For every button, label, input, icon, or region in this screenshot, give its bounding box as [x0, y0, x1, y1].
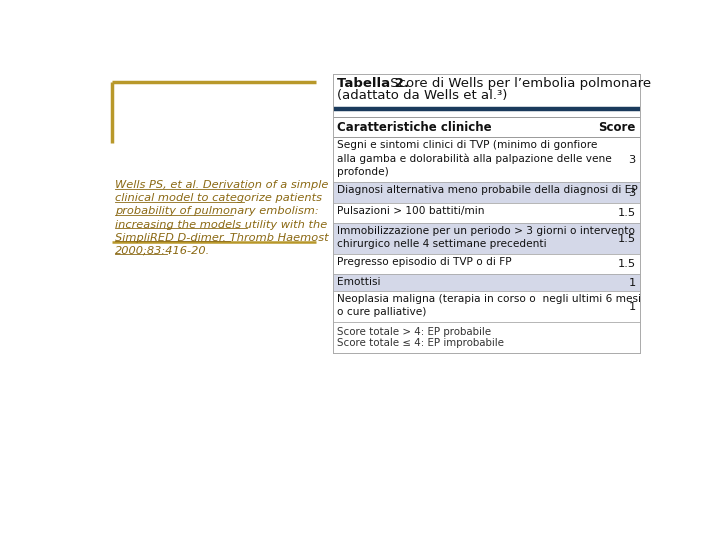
Text: (adattato da Wells et al.³): (adattato da Wells et al.³) — [337, 90, 508, 103]
Text: Diagnosi alternativa meno probabile della diagnosi di EP: Diagnosi alternativa meno probabile dell… — [337, 185, 638, 195]
Text: Neoplasia maligna (terapia in corso o  negli ultimi 6 mesi
o cure palliative): Neoplasia maligna (terapia in corso o ne… — [337, 294, 642, 317]
Text: 2000;83:416-20.: 2000;83:416-20. — [114, 246, 210, 256]
Text: increasing the models utility with the: increasing the models utility with the — [114, 220, 327, 229]
Text: Score totale > 4: EP probabile: Score totale > 4: EP probabile — [337, 327, 491, 336]
Text: Score: Score — [598, 121, 636, 134]
Text: SimpliRED D-dimer. Thromb Haemost: SimpliRED D-dimer. Thromb Haemost — [114, 233, 328, 242]
Text: Segni e sintomi clinici di TVP (minimo di gonfiore
alla gamba e dolorabilità all: Segni e sintomi clinici di TVP (minimo d… — [337, 140, 612, 177]
Text: Tabella 2.: Tabella 2. — [337, 77, 409, 90]
Text: clinical model to categorize patients: clinical model to categorize patients — [114, 193, 322, 204]
Text: 1: 1 — [629, 301, 636, 312]
Text: Immobilizzazione per un periodo > 3 giorni o intervento
chirurgico nelle 4 setti: Immobilizzazione per un periodo > 3 gior… — [337, 226, 635, 249]
Text: Score di Wells per l’embolia polmonare: Score di Wells per l’embolia polmonare — [386, 77, 651, 90]
Text: probability of pulmonary embolism:: probability of pulmonary embolism: — [114, 206, 318, 217]
Text: 1.5: 1.5 — [618, 259, 636, 269]
Bar — [333, 182, 640, 204]
Text: 1.5: 1.5 — [618, 208, 636, 218]
Text: Pregresso episodio di TVP o di FP: Pregresso episodio di TVP o di FP — [337, 257, 512, 267]
Text: Emottisi: Emottisi — [337, 278, 381, 287]
Text: Score totale ≤ 4: EP improbabile: Score totale ≤ 4: EP improbabile — [337, 338, 504, 348]
Text: 1.5: 1.5 — [618, 234, 636, 244]
Bar — [333, 274, 640, 291]
Text: Wells PS, et al. Derivation of a simple: Wells PS, et al. Derivation of a simple — [114, 180, 328, 190]
Text: Pulsazioni > 100 battiti/min: Pulsazioni > 100 battiti/min — [337, 206, 485, 217]
Text: 3: 3 — [629, 187, 636, 198]
Bar — [333, 224, 640, 254]
Text: 3: 3 — [629, 154, 636, 165]
Text: 1: 1 — [629, 278, 636, 288]
Text: Caratteristiche cliniche: Caratteristiche cliniche — [337, 121, 492, 134]
